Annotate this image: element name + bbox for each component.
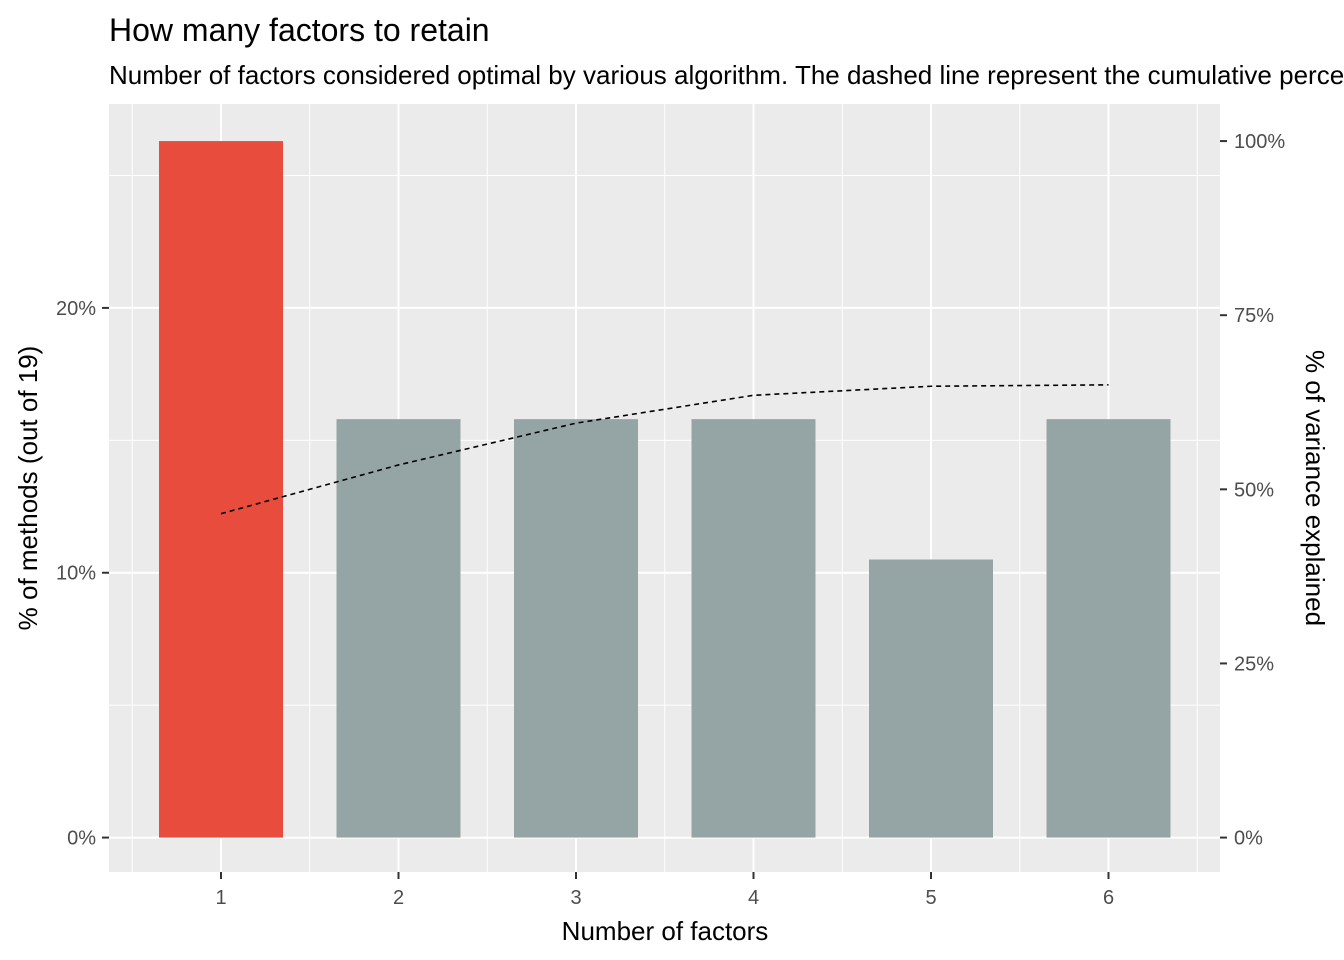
y2-tick-label: 100% [1234,131,1285,153]
bar-3 [514,419,638,838]
bar-2 [336,419,461,838]
y-tick-label: 0% [67,828,96,850]
bar-5 [869,559,993,838]
x-tick-label: 3 [570,887,581,909]
y-axis-left: 0% 10% 20% [56,298,109,850]
chart-subtitle: Number of factors considered optimal by … [109,60,1344,90]
y-axis-title: % of methods (out of 19) [13,346,43,631]
chart-title: How many factors to retain [109,12,490,48]
bar-1 [159,141,283,838]
y2-tick-label: 75% [1234,305,1274,327]
x-axis-title: Number of factors [562,916,769,946]
x-axis: 1 2 3 4 5 6 [215,872,1114,909]
y2-axis-title: % of variance explained [1300,350,1330,626]
x-tick-label: 2 [393,887,404,909]
y2-tick-label: 50% [1234,479,1274,501]
y2-tick-label: 25% [1234,653,1274,675]
grid-minor [109,104,1220,872]
y-tick-label: 10% [56,563,96,585]
bar-4 [691,419,816,838]
x-tick-label: 1 [215,887,226,909]
x-tick-label: 6 [1103,887,1114,909]
y-axis-right: 0% 25% 50% 75% 100% [1220,131,1285,850]
cumulative-variance-line [220,384,1109,515]
bars [159,141,1171,838]
y2-tick-label: 0% [1234,828,1263,850]
x-tick-label: 5 [925,887,936,909]
x-tick-label: 4 [748,887,759,909]
bar-6 [1046,419,1171,838]
y-tick-label: 20% [56,298,96,320]
